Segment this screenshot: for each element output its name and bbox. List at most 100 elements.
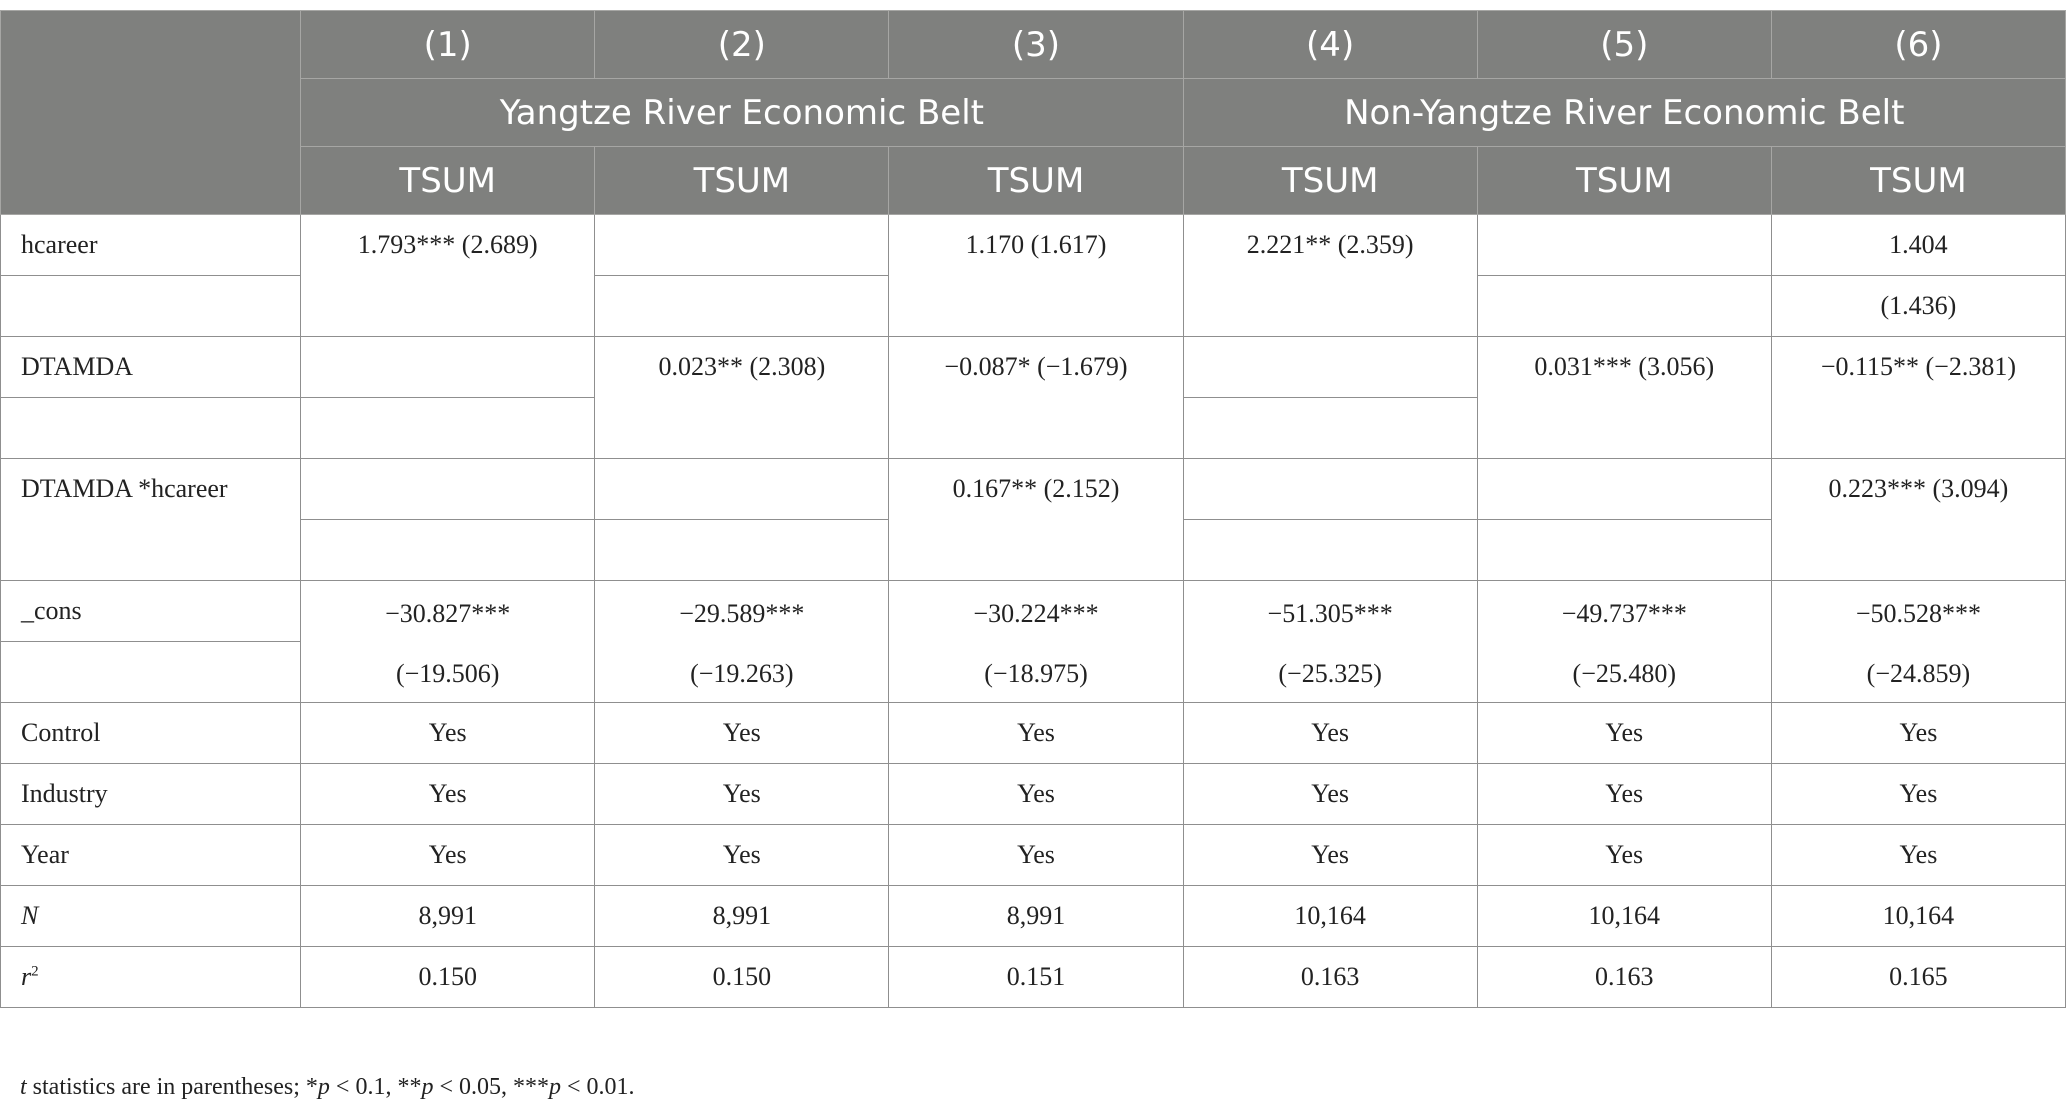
model-number: (1) [300, 10, 596, 79]
cons-tstat: (−25.325) [1278, 658, 1382, 688]
table-row-dtamda-2 [0, 397, 2066, 459]
cell-empty [1182, 519, 1478, 581]
table-row-control: Control Yes Yes Yes Yes Yes Yes [0, 702, 2067, 764]
cell-empty [594, 275, 890, 337]
cell-hcareer-c6-t: (1.436) [1770, 275, 2067, 337]
table-cell: Yes [888, 702, 1184, 764]
cell-dtamda-c5: 0.031*** (3.056) [1476, 336, 1772, 459]
cons-tstat: (−19.263) [690, 658, 794, 688]
table-cell: Yes [1770, 702, 2067, 764]
cell-empty [300, 397, 596, 459]
table-cell: Yes [888, 763, 1184, 825]
cell-empty [594, 214, 890, 276]
table-body: hcareer 1.793*** (2.689) 1.170 (1.617) 2… [0, 214, 2067, 1008]
table-cell: 10,164 [1770, 885, 2067, 947]
dependent-var: TSUM [1770, 146, 2067, 215]
note-t: t [20, 1074, 27, 1100]
table-cell: Yes [1182, 763, 1478, 825]
note-text: statistics are in parentheses; * [26, 1074, 318, 1100]
table-cell: Yes [888, 824, 1184, 886]
table-row-industry: Industry Yes Yes Yes Yes Yes Yes [0, 763, 2067, 825]
cell-cons-c3: −30.224*** (−18.975) [888, 580, 1184, 703]
cell-hcareer-c4: 2.221** (2.359) [1182, 214, 1478, 337]
table-cell: Yes [1476, 824, 1772, 886]
table-row-cons-2 [0, 641, 2066, 703]
table-cell: Yes [1770, 763, 2067, 825]
row-label-r2: r2 [0, 946, 302, 1008]
cell-hcareer-c3: 1.170 (1.617) [888, 214, 1184, 337]
row-label-cons: _cons [0, 580, 302, 642]
cell-hcareer-c1: 1.793*** (2.689) [300, 214, 596, 337]
header-row-model-numbers: (1) (2) (3) (4) (5) (6) [0, 10, 2067, 215]
cell-empty [1476, 275, 1772, 337]
note-p: p [421, 1074, 434, 1100]
note-text: < 0.1, ** [329, 1074, 422, 1100]
header-corner-cell [0, 10, 302, 215]
cell-empty [1476, 214, 1772, 276]
model-number: (2) [594, 10, 890, 79]
cons-coef: −51.305*** [1267, 598, 1393, 628]
cons-coef: −30.827*** [385, 598, 511, 628]
table-cell: Yes [300, 824, 596, 886]
cell-empty [594, 458, 890, 520]
cell-empty [1476, 519, 1772, 581]
regression-table: (1) (2) (3) (4) (5) (6) Yangtze River Ec… [0, 10, 2067, 1008]
cons-coef: −29.589*** [679, 598, 805, 628]
table-cell: Yes [1182, 702, 1478, 764]
table-cell: 0.163 [1182, 946, 1478, 1008]
group-header-yangtze: Yangtze River Economic Belt [300, 78, 1184, 147]
cell-empty [1476, 458, 1772, 520]
table-cell: 0.163 [1476, 946, 1772, 1008]
cell-dtamda-c6: −0.115** (−2.381) [1770, 336, 2067, 459]
cell-empty [300, 458, 596, 520]
cell-empty [1182, 336, 1478, 398]
cons-tstat: (−25.480) [1572, 658, 1677, 688]
table-cell: 0.150 [300, 946, 596, 1008]
note-text: < 0.01. [561, 1074, 635, 1100]
table-cell: 10,164 [1182, 885, 1478, 947]
table-row-r2: r2 0.150 0.150 0.151 0.163 0.163 0.165 [0, 946, 2067, 1008]
cons-coef: −30.224*** [973, 598, 1099, 628]
cell-cons-c2: −29.589*** (−19.263) [594, 580, 890, 703]
table-cell: Yes [300, 763, 596, 825]
group-header-non-yangtze: Non-Yangtze River Economic Belt [1182, 78, 2067, 147]
row-label-hcareer: hcareer [0, 214, 302, 276]
table-cell: Yes [594, 763, 890, 825]
cell-hcareer-c6-coef: 1.404 [1770, 214, 2067, 276]
table-row-cons: _cons −30.827*** (−19.506) −29.589*** (−19… [0, 580, 2067, 703]
table-row-n: N 8,991 8,991 8,991 10,164 10,164 10,164 [0, 885, 2067, 947]
cell-empty [0, 275, 302, 337]
table-cell: 0.151 [888, 946, 1184, 1008]
cons-coef: −49.737*** [1561, 598, 1687, 628]
cell-dtamda-c2: 0.023** (2.308) [594, 336, 890, 459]
table-cell: Yes [594, 702, 890, 764]
table-row-hcareer: hcareer 1.793*** (2.689) 1.170 (1.617) 2… [0, 214, 2067, 337]
table-cell: Yes [1476, 763, 1772, 825]
model-number: (6) [1770, 10, 2067, 79]
cell-cons-c5: −49.737*** (−25.480) [1476, 580, 1772, 703]
model-number: (4) [1182, 10, 1478, 79]
table-cell: 8,991 [300, 885, 596, 947]
cell-empty [300, 336, 596, 398]
model-number: (5) [1476, 10, 1772, 79]
table-row-interaction-2 [1, 519, 2066, 581]
row-label-control: Control [0, 702, 302, 764]
cell-cons-c1: −30.827*** (−19.506) [300, 580, 596, 703]
note-p: p [549, 1074, 562, 1100]
cell-empty [300, 519, 596, 581]
note-p: p [317, 1074, 330, 1100]
r2-label-sup: 2 [31, 963, 39, 980]
cons-tstat: (−24.859) [1866, 658, 1971, 688]
r2-label-r: r [21, 962, 32, 991]
cell-interaction-c3: 0.167** (2.152) [888, 458, 1184, 581]
note-text: < 0.05, *** [433, 1074, 550, 1100]
dependent-var: TSUM [1182, 146, 1478, 215]
row-label-industry: Industry [0, 763, 302, 825]
cell-interaction-c6: 0.223*** (3.094) [1770, 458, 2067, 581]
row-label-n: N [0, 885, 302, 947]
cell-dtamda-c3: −0.087* (−1.679) [888, 336, 1184, 459]
model-number: (3) [888, 10, 1184, 79]
cell-empty [1182, 397, 1478, 459]
cons-tstat: (−19.506) [395, 658, 500, 688]
cell-cons-c4: −51.305*** (−25.325) [1182, 580, 1478, 703]
